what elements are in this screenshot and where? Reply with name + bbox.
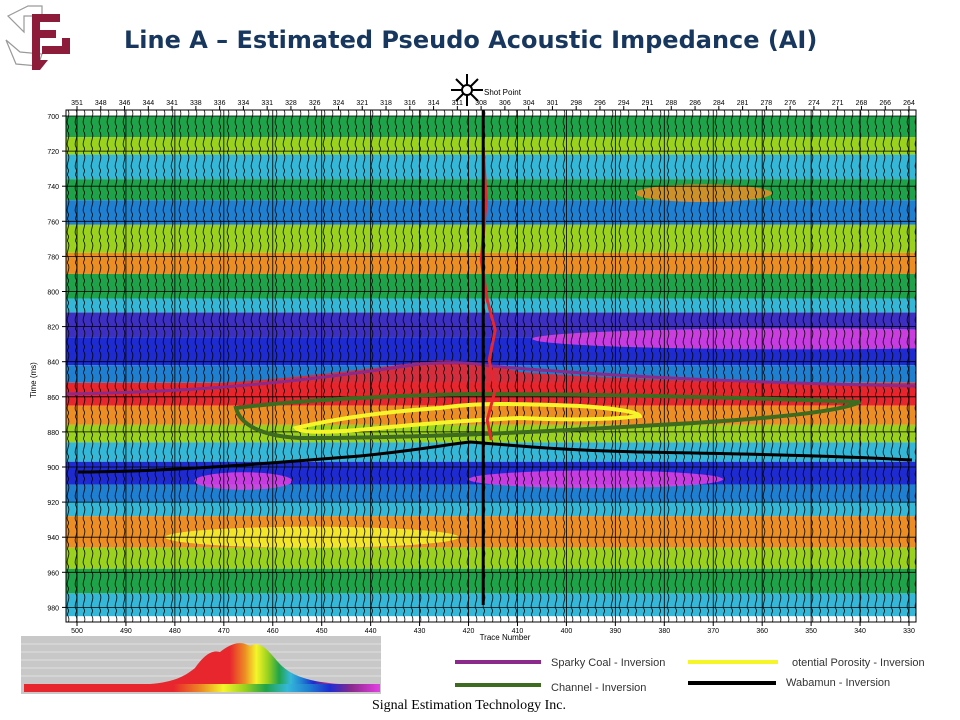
sparky-coal-inversion-horizon <box>66 361 916 396</box>
trace-tick-label: 380 <box>658 628 670 635</box>
trace-tick-label: 350 <box>805 628 817 635</box>
trace-tick-label: 480 <box>169 628 181 635</box>
wabamun-inversion-horizon <box>77 440 913 474</box>
time-tick-label: 700 <box>47 114 59 121</box>
time-tick-label: 760 <box>47 219 59 226</box>
slide-title: Line A – Estimated Pseudo Acoustic Imped… <box>124 26 818 54</box>
trace-tick-label: 330 <box>903 628 915 635</box>
legend-label: Sparky Coal - Inversion <box>551 657 665 669</box>
shot-point-tick-label: 288 <box>665 100 677 107</box>
x-axis-label: Trace Number <box>480 633 531 642</box>
shot-point-tick-label: 276 <box>784 100 796 107</box>
shot-point-tick-label: 284 <box>713 100 725 107</box>
shot-point-tick-label: 346 <box>119 100 131 107</box>
channel-inversion-horizon <box>233 391 861 441</box>
time-tick-label: 980 <box>47 605 59 612</box>
shot-point-tick-label: 328 <box>285 100 297 107</box>
trace-tick-label: 500 <box>71 628 83 635</box>
trace-tick-label: 460 <box>267 628 279 635</box>
potential-porosity-inversion-horizon <box>292 402 643 434</box>
footer-company: Signal Estimation Technology Inc. <box>372 698 566 713</box>
shot-point-tick-label: 281 <box>737 100 749 107</box>
time-tick-label: 820 <box>47 325 59 332</box>
shot-point-axis: 351 348 346 344 341 338 336 334 331 328 326 324 321 3… <box>71 100 915 110</box>
shot-point-tick-label: 348 <box>95 100 107 107</box>
legend-label: Wabamun - Inversion <box>786 677 890 689</box>
trace-tick-label: 440 <box>365 628 377 635</box>
shot-point-tick-label: 344 <box>142 100 154 107</box>
shot-point-tick-label: 326 <box>309 100 321 107</box>
time-tick-label: 940 <box>47 535 59 542</box>
time-tick-label: 920 <box>47 500 59 507</box>
horizon-legend: Sparky Coal - Inversion otential Porosity… <box>455 657 925 694</box>
shot-point-tick-label: 271 <box>832 100 844 107</box>
trace-number-axis: 500 490 480 470 460 450 440 430 420 410 400 390 380 3… <box>71 622 915 635</box>
color-scale-histogram <box>21 636 381 694</box>
trace-tick-label: 490 <box>120 628 132 635</box>
y-axis-label: Time (ms) <box>29 362 38 398</box>
shot-point-tick-label: 301 <box>547 100 559 107</box>
trace-tick-label: 430 <box>414 628 426 635</box>
shot-point-tick-label: 268 <box>856 100 868 107</box>
shot-point-tick-label: 331 <box>261 100 273 107</box>
shot-point-tick-label: 321 <box>356 100 368 107</box>
shot-point-tick-label: 316 <box>404 100 416 107</box>
shot-point-tick-label: 304 <box>523 100 535 107</box>
time-tick-label: 880 <box>47 430 59 437</box>
time-tick-label: 900 <box>47 465 59 472</box>
shot-point-tick-label: 286 <box>689 100 701 107</box>
trace-tick-label: 360 <box>756 628 768 635</box>
shot-point-tick-label: 306 <box>499 100 511 107</box>
shot-point-tick-label: 264 <box>903 100 915 107</box>
shot-point-tick-label: 296 <box>594 100 606 107</box>
trace-tick-label: 450 <box>316 628 328 635</box>
shot-point-tick-label: 294 <box>618 100 630 107</box>
time-tick-label: 840 <box>47 360 59 367</box>
shot-point-tick-label: 351 <box>71 100 83 107</box>
legend-label: Channel - Inversion <box>551 682 646 694</box>
shot-point-tick-label: 324 <box>333 100 345 107</box>
time-tick-label: 860 <box>47 395 59 402</box>
time-axis: 700 720 740 760 780 800 820 840 860 880 900 920 940 9… <box>47 114 66 612</box>
time-tick-label: 780 <box>47 254 59 261</box>
shot-point-tick-label: 314 <box>428 100 440 107</box>
shot-point-tick-label: 278 <box>761 100 773 107</box>
plot-frame <box>65 109 917 623</box>
trace-tick-label: 340 <box>854 628 866 635</box>
shot-point-tick-label: 274 <box>808 100 820 107</box>
time-tick-label: 960 <box>47 570 59 577</box>
shot-point-tick-label: 266 <box>879 100 891 107</box>
shot-point-tick-label: 318 <box>380 100 392 107</box>
shot-point-tick-label: 336 <box>214 100 226 107</box>
shot-point-tick-label: 298 <box>570 100 582 107</box>
horizon-picks <box>66 110 916 605</box>
time-tick-label: 740 <box>47 184 59 191</box>
shot-point-tick-label: 308 <box>475 100 487 107</box>
trace-tick-label: 420 <box>463 628 475 635</box>
legend-label: otential Porosity - Inversion <box>792 657 925 669</box>
company-logo <box>2 2 74 79</box>
trace-tick-label: 370 <box>707 628 719 635</box>
time-tick-label: 800 <box>47 290 59 297</box>
shot-point-marker <box>451 74 483 106</box>
trace-tick-label: 400 <box>561 628 573 635</box>
shot-point-label: Shot Point <box>484 88 522 97</box>
time-tick-label: 720 <box>47 149 59 156</box>
shot-point-tick-label: 334 <box>238 100 250 107</box>
trace-tick-label: 410 <box>512 628 524 635</box>
shot-point-tick-label: 338 <box>190 100 202 107</box>
shot-point-tick-label: 291 <box>642 100 654 107</box>
trace-tick-label: 390 <box>610 628 622 635</box>
trace-tick-label: 470 <box>218 628 230 635</box>
shot-point-tick-label: 311 <box>452 100 463 107</box>
shot-point-tick-label: 341 <box>166 100 178 107</box>
